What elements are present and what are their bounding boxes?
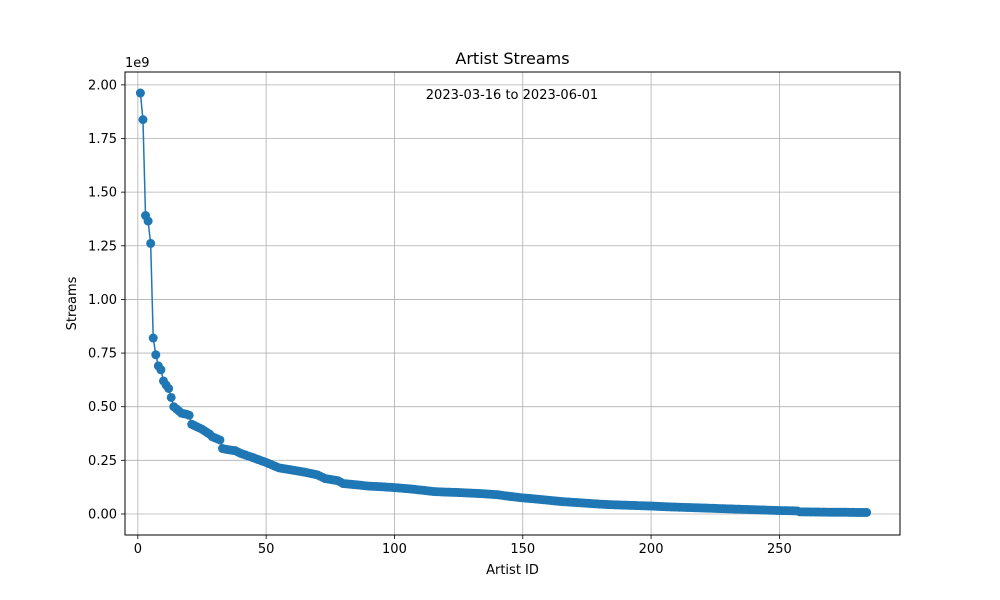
y-tick-label: 1.00 [88,293,117,308]
data-point [135,88,145,98]
y-tick-label: 0.00 [88,507,117,522]
data-point [146,238,156,248]
data-point [184,410,194,420]
data-point [862,507,872,517]
y-axis-offset-label: 1e9 [125,56,150,71]
x-axis-label: Artist ID [486,563,539,578]
y-tick-label: 0.25 [88,454,117,469]
date-range-annotation: 2023-03-16 to 2023-06-01 [426,88,598,103]
y-axis-ticks: 0.00 0.25 0.50 0.75 1.00 1.25 1.50 1.75 2.00 [88,78,125,522]
x-tick-label: 150 [510,542,535,557]
plot-frame [124,71,901,536]
data-point [148,333,158,343]
data-point [166,392,176,402]
x-axis-ticks: 0 50 100 150 200 250 [134,535,792,557]
data-point [138,115,148,125]
y-tick-label: 1.25 [88,239,117,254]
chart-title: Artist Streams [455,49,569,68]
x-tick-label: 50 [258,542,275,557]
data-point [143,216,153,226]
x-tick-label: 0 [134,542,142,557]
x-tick-label: 250 [767,542,792,557]
grid-lines [125,72,900,535]
y-tick-label: 1.75 [88,132,117,147]
data-point [164,383,174,393]
y-axis-label: Streams [65,276,80,330]
x-tick-label: 200 [639,542,664,557]
series-streams [135,88,872,517]
series-line [139,92,867,514]
y-tick-label: 0.50 [88,400,117,415]
data-point [151,350,161,360]
y-tick-label: 2.00 [88,78,117,93]
data-point [215,435,225,445]
x-tick-label: 100 [382,542,407,557]
y-tick-label: 0.75 [88,347,117,362]
y-tick-label: 1.50 [88,186,117,201]
data-point [156,365,166,375]
